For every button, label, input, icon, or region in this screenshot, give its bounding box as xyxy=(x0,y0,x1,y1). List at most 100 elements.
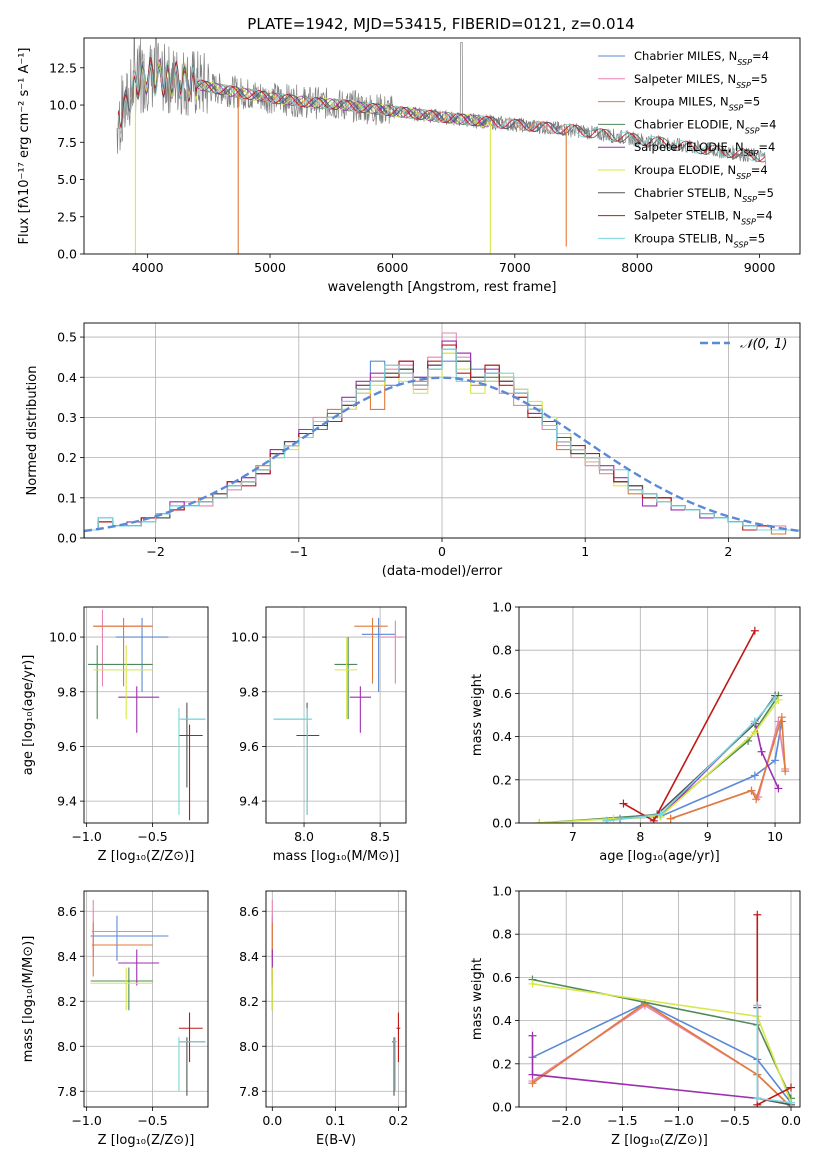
legend-name: Salpeter ELODIE xyxy=(634,140,728,154)
error-crosses xyxy=(273,617,403,815)
legend-subscript: SSP xyxy=(736,80,751,89)
y-tick-label: 0.6 xyxy=(492,970,512,985)
error-cross xyxy=(380,620,403,684)
weight-marker xyxy=(752,795,761,804)
weight-line-chabrier-elodie xyxy=(539,695,780,823)
weight-marker xyxy=(528,979,537,988)
legend-subscript: SSP xyxy=(742,194,757,203)
legend-subscript: SSP xyxy=(741,217,756,226)
legend-entry: Kroupa STELIB, NSSP=5 xyxy=(634,231,765,249)
legend-name: Salpeter STELIB xyxy=(634,209,725,223)
weight-marker xyxy=(528,1031,537,1040)
weight-marker xyxy=(771,693,780,702)
y-tick-label: 9.6 xyxy=(239,739,259,754)
x-tick-label: 0.1 xyxy=(325,1113,345,1128)
y-axis-label: mass [log₁₀(M/M⊙)] xyxy=(21,936,36,1063)
error-cross xyxy=(93,609,153,687)
legend-sep: , N xyxy=(729,117,745,131)
legend-name: Kroupa MILES xyxy=(634,95,713,109)
legend-name: Salpeter MILES xyxy=(634,72,720,86)
plot-frame xyxy=(518,890,801,1108)
legend-sep: , N xyxy=(726,186,742,200)
x-tick-label: −0.5 xyxy=(137,1113,167,1128)
legend-name: Kroupa STELIB xyxy=(634,231,718,245)
error-cross xyxy=(91,922,153,977)
y-tick-label: 0.4 xyxy=(492,729,512,744)
legend-count: =5 xyxy=(748,231,765,245)
legend-entry: Chabrier MILES, NSSP=4 xyxy=(634,49,769,67)
x-axis-label: age [log₁₀(age/yr)] xyxy=(599,849,720,864)
legend-count: =4 xyxy=(760,117,777,131)
weight-marker xyxy=(787,1098,796,1107)
y-axis-label: mass weight xyxy=(470,958,485,1040)
weight-line-kroupa-elodie xyxy=(532,983,792,1103)
y-tick-label: 0.8 xyxy=(492,927,512,942)
error-cross xyxy=(90,967,153,1011)
x-tick-label: −0.5 xyxy=(137,829,167,844)
weight-marker xyxy=(753,1094,762,1103)
plot-frame xyxy=(265,890,407,1108)
y-tick-label: 12.5 xyxy=(49,60,77,75)
y-tick-label: 8.2 xyxy=(239,994,259,1009)
y-tick-label: 7.5 xyxy=(57,135,77,150)
error-cross xyxy=(178,724,203,821)
x-tick-label: −0.5 xyxy=(720,1113,750,1128)
y-tick-label: 9.8 xyxy=(239,684,259,699)
y-tick-label: 10.0 xyxy=(231,630,259,645)
error-cross xyxy=(273,708,312,815)
y-tick-label: 1.0 xyxy=(492,600,512,615)
error-crosses xyxy=(87,609,206,821)
y-tick-label: 9.4 xyxy=(57,794,77,809)
y-tick-label: 0.2 xyxy=(492,772,512,787)
y-tick-label: 9.8 xyxy=(57,684,77,699)
x-tick-label: −1.0 xyxy=(71,1113,101,1128)
legend-sep: , N xyxy=(720,72,736,86)
y-tick-label: 8.0 xyxy=(57,1039,77,1054)
weight-marker xyxy=(535,819,544,823)
x-axis-label: (data-model)/error xyxy=(382,564,503,579)
legend-name: Chabrier MILES xyxy=(634,49,721,63)
weight-marker xyxy=(528,1070,537,1079)
error-cross xyxy=(87,645,153,720)
legend-count: =5 xyxy=(751,72,768,86)
error-cross xyxy=(334,637,358,720)
x-tick-label: −1 xyxy=(290,544,308,559)
weight-line-salpeter-stelib xyxy=(756,914,792,1107)
legend-count: =4 xyxy=(752,49,769,63)
x-tick-label: 0 xyxy=(438,544,446,559)
histograms xyxy=(84,332,800,538)
metallicity-age-panel: −1.0 −0.5 9.4 9.6 9.8 10.0 Z [log₁₀(Z/Z⊙)] age … xyxy=(21,606,209,864)
y-tick-label: 0.3 xyxy=(57,410,77,425)
weight-marker xyxy=(757,747,766,756)
x-axis-label: E(B-V) xyxy=(316,1133,356,1148)
x-tick-label: 9 xyxy=(704,829,712,844)
x-axis-label: mass [log₁₀(M/M⊙)] xyxy=(273,849,400,864)
weight-marker xyxy=(771,756,780,765)
plot-frame xyxy=(83,322,801,539)
weight-marker xyxy=(750,626,759,635)
x-tick-label: 7 xyxy=(569,829,577,844)
normal-curve xyxy=(84,376,800,533)
weight-line-chabrier-stelib xyxy=(606,695,776,822)
weight-marker xyxy=(750,728,759,737)
weight-line-chabrier-miles xyxy=(532,1002,792,1104)
x-axis-label: Z [log₁₀(Z/Z⊙)] xyxy=(611,1133,708,1148)
legend-subscript: SSP xyxy=(744,149,759,158)
model-spectrum-chabrier-stelib xyxy=(117,56,766,163)
x-tick-label: 9000 xyxy=(744,260,776,275)
y-tick-label: 8.4 xyxy=(239,949,259,964)
metallicity-mass-panel: −1.0 −0.5 7.8 8.0 8.2 8.4 8.6 Z [log₁₀(Z/Z⊙)] ma… xyxy=(21,890,209,1148)
y-tick-label: 9.6 xyxy=(57,739,77,754)
error-crosses xyxy=(271,900,401,1096)
legend-sep: , N xyxy=(713,95,729,109)
x-tick-label: −2 xyxy=(146,544,164,559)
legend-entry: Chabrier ELODIE, NSSP=4 xyxy=(634,117,776,135)
error-cross xyxy=(334,637,358,720)
spectrum-panel: 4000 5000 6000 7000 8000 9000 0.0 2.5 5.0 7.5 10.0… xyxy=(17,37,801,295)
weight-marker xyxy=(753,1001,762,1010)
legend-count: =4 xyxy=(758,140,775,154)
weight-marker xyxy=(747,786,756,795)
error-cross xyxy=(90,967,153,1011)
weight-line-kroupa-elodie xyxy=(539,699,780,823)
x-tick-label: 0.0 xyxy=(262,1113,282,1128)
